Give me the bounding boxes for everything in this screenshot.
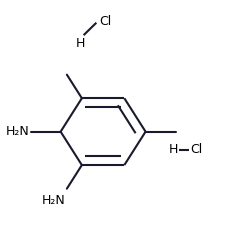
Text: H₂N: H₂N xyxy=(42,194,65,207)
Text: Cl: Cl xyxy=(190,143,202,156)
Text: Cl: Cl xyxy=(99,15,111,28)
Text: H: H xyxy=(76,37,85,50)
Text: H₂N: H₂N xyxy=(6,125,29,138)
Text: H: H xyxy=(168,143,177,156)
